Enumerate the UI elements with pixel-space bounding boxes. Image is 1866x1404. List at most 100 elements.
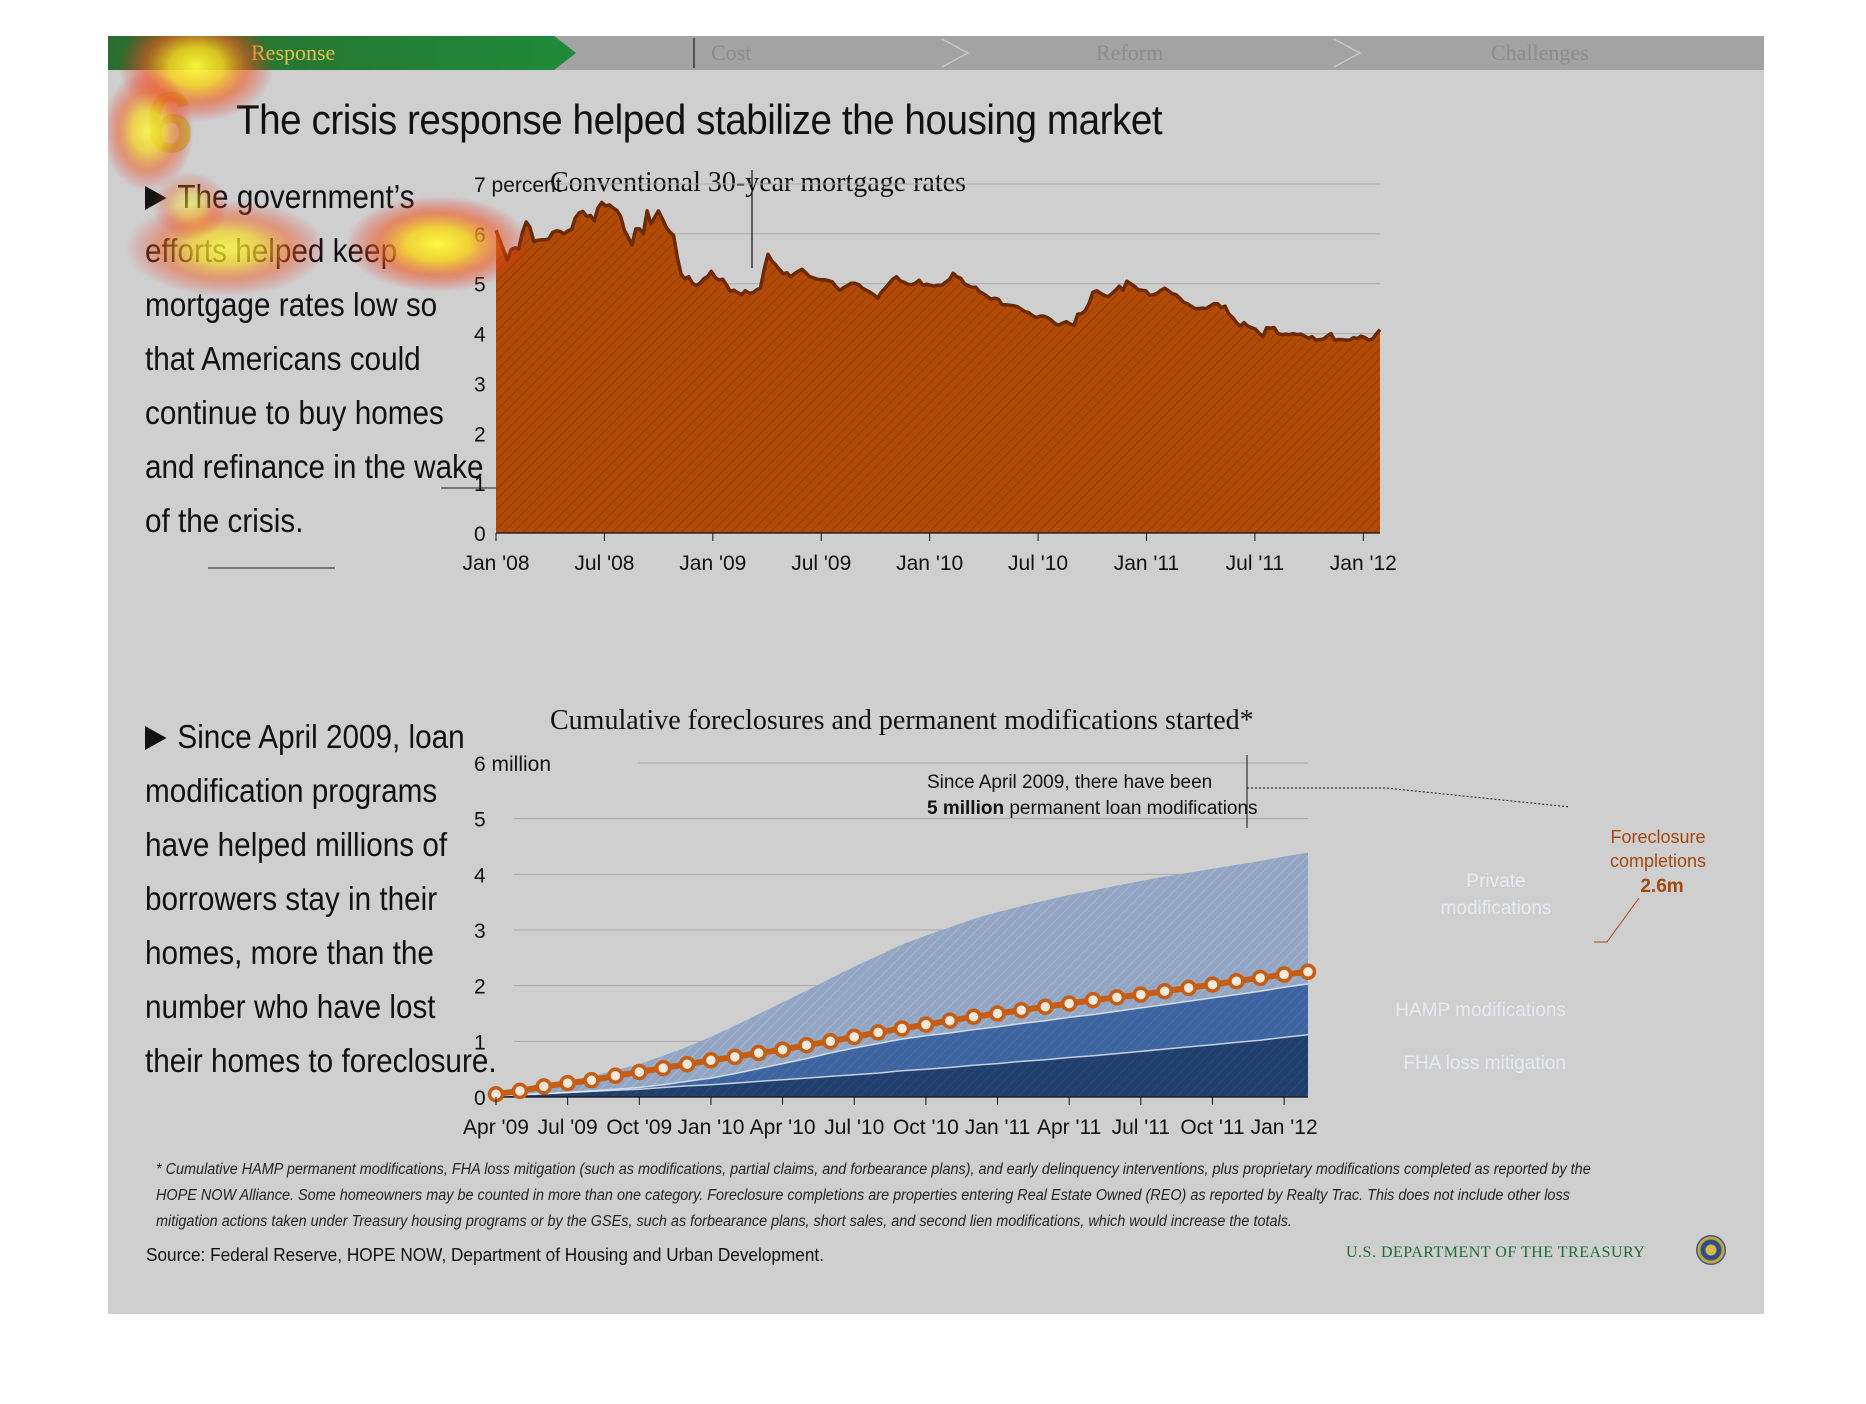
foreclosure-point	[1013, 1001, 1030, 1019]
label-foreclosure-2: completions	[1610, 851, 1706, 871]
annotation-total-line1: Since April 2009, there have been	[927, 772, 1212, 793]
bullet-arrow-icon	[145, 726, 167, 750]
y-tick-label: 0	[474, 523, 486, 546]
band-boundary	[495, 1033, 1309, 1097]
annotation-leader	[1247, 787, 1571, 808]
source-note: Source: Federal Reserve, HOPE NOW, Depar…	[146, 1244, 824, 1265]
foreclosure-point	[774, 1041, 791, 1058]
x-tick-label: Jul '08	[574, 552, 634, 575]
mortgage-rate-area	[496, 202, 1380, 533]
foreclosure-point	[583, 1072, 600, 1089]
foreclosure-point	[702, 1052, 720, 1069]
foreclosure-point	[917, 1016, 935, 1033]
bullet-line: modification programs	[145, 772, 438, 809]
foreclosure-point	[1228, 972, 1245, 990]
x-tick-label: Jul '11	[1226, 552, 1285, 575]
bullet-line: number who have lost	[145, 988, 436, 1025]
x-tick-label: Jul '11	[1112, 1116, 1171, 1139]
foreclosure-point	[965, 1008, 982, 1026]
chart-title-foreclosures: Cumulative foreclosures and permanent mo…	[550, 705, 1254, 736]
foreclosure-point	[1180, 979, 1197, 997]
foreclosure-point	[1060, 995, 1078, 1012]
fha-loss-mitigation-area	[496, 1034, 1308, 1097]
hamp-modifications-area	[496, 984, 1308, 1096]
x-tick-label: Oct '09	[606, 1116, 672, 1139]
y-unit-label: 6 million	[474, 753, 551, 776]
foreclosure-point	[1132, 986, 1150, 1003]
y-tick-label: 3	[474, 920, 486, 943]
private-modifications-area	[496, 852, 1308, 1096]
foreclosure-point	[1251, 969, 1269, 987]
y-tick-label: 5	[474, 809, 486, 832]
annotation-total-line2: 5 million permanent loan modifications	[927, 798, 1258, 819]
treasury-logo-text: U.S. DEPARTMENT OF THE TREASURY	[1346, 1244, 1646, 1261]
label-private-2: modifications	[1441, 898, 1552, 919]
x-tick-label: Jul '10	[1008, 552, 1068, 575]
foreclosure-point	[845, 1028, 863, 1046]
bullet-line: Since April 2009, loan	[177, 718, 465, 755]
bullet-line: and refinance in the wake	[145, 448, 484, 485]
foreclosure-point	[989, 1005, 1006, 1022]
slide: Response Cost Reform Challenges 6 The cr…	[108, 36, 1764, 1314]
x-tick-label: Jul '09	[791, 552, 851, 575]
y-tick-label: 1	[474, 1031, 486, 1054]
foreclosure-point	[941, 1012, 959, 1029]
foreclosure-point	[726, 1048, 744, 1066]
foreclosure-point	[678, 1055, 696, 1073]
x-tick-label: Jan '11	[965, 1116, 1031, 1139]
label-fha: FHA loss mitigation	[1403, 1053, 1566, 1074]
bullet-line: that Americans could	[145, 340, 421, 377]
y-unit-label: 7 percent	[474, 174, 562, 197]
foreclosure-point	[559, 1074, 576, 1092]
foreclosure-point	[607, 1067, 624, 1085]
foreclosure-point	[631, 1063, 648, 1081]
nav-tab-cost[interactable]: Cost	[711, 40, 752, 65]
y-tick-label: 1	[474, 473, 486, 496]
bullet-line: have helped millions of	[145, 826, 448, 863]
foreclosure-leader	[1594, 897, 1640, 943]
foreclosure-point	[798, 1036, 815, 1054]
foreclosure-point	[1299, 963, 1317, 981]
foreclosure-point	[511, 1082, 529, 1100]
x-tick-label: Oct '10	[893, 1116, 959, 1139]
y-tick-label: 2	[474, 976, 486, 999]
x-tick-label: Apr '10	[750, 1116, 816, 1139]
foreclosure-point	[869, 1024, 887, 1041]
y-tick-label: 4	[474, 864, 486, 887]
bullet-line: continue to buy homes	[145, 394, 444, 431]
x-tick-label: Jan '09	[679, 552, 746, 575]
band-boundary	[495, 983, 1309, 1097]
x-tick-label: Jan '12	[1251, 1116, 1318, 1139]
label-private-1: Private	[1466, 871, 1525, 892]
x-tick-label: Apr '11	[1037, 1116, 1101, 1139]
x-tick-label: Jan '10	[896, 552, 963, 575]
x-tick-label: Apr '09	[463, 1116, 529, 1139]
foreclosure-point	[654, 1059, 672, 1077]
foreclosure-point	[1204, 976, 1221, 993]
y-tick-label: 3	[474, 373, 486, 396]
bullet-line: borrowers stay in their	[145, 880, 438, 917]
foreclosure-point	[1156, 982, 1173, 1000]
nav-tab-challenges[interactable]: Challenges	[1491, 40, 1589, 65]
chart-title-mortgage: Conventional 30-year mortgage rates	[550, 167, 966, 198]
foreclosure-point	[1108, 989, 1126, 1006]
nav-tab-reform[interactable]: Reform	[1096, 40, 1164, 65]
x-tick-label: Oct '11	[1180, 1116, 1244, 1139]
x-tick-label: Jan '12	[1330, 552, 1397, 575]
foreclosure-point	[750, 1044, 767, 1062]
bullet-line: homes, more than the	[145, 934, 434, 971]
page-title: The crisis response helped stabilize the…	[236, 96, 1163, 143]
foreclosure-point	[535, 1078, 553, 1095]
nav-bar: Response Cost Reform Challenges	[108, 36, 1764, 70]
foreclosure-point	[893, 1020, 911, 1037]
foreclosure-point	[1275, 966, 1293, 983]
bullet-line: of the crisis.	[145, 502, 304, 539]
bullet-line: their homes to foreclosure.	[145, 1042, 497, 1079]
foreclosure-point	[822, 1033, 839, 1050]
x-tick-label: Jan '11	[1114, 552, 1180, 575]
footnote: * Cumulative HAMP permanent modification…	[156, 1161, 1591, 1230]
label-foreclosure-value: 2.6m	[1640, 876, 1683, 897]
label-foreclosure-1: Foreclosure	[1610, 827, 1705, 847]
